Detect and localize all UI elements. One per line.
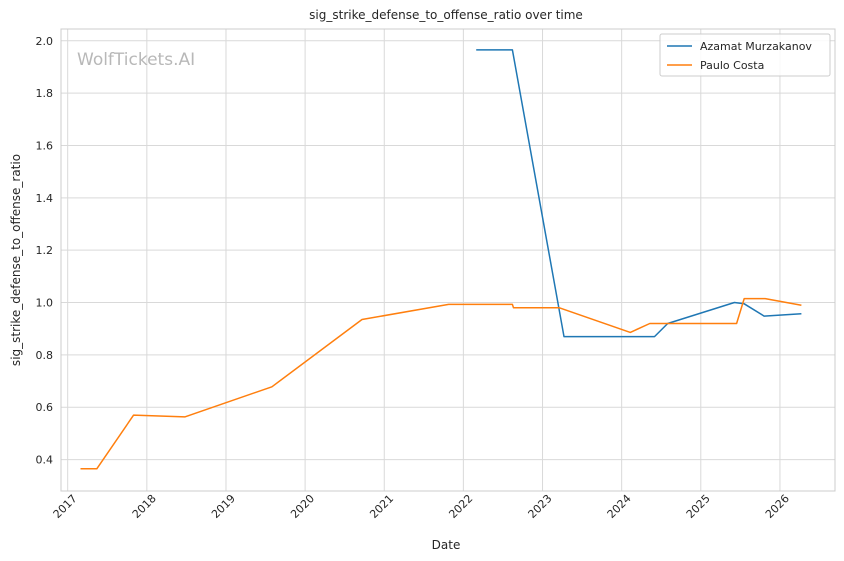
- watermark: WolfTickets.AI: [77, 50, 195, 70]
- y-tick-label: 1.2: [36, 244, 54, 257]
- legend: Azamat Murzakanov Paulo Costa: [659, 33, 831, 77]
- y-tick-label: 2.0: [36, 35, 54, 48]
- plot-area-frame: [60, 28, 836, 492]
- series-lines: [80, 49, 802, 470]
- chart-title: sig_strike_defense_to_offense_ratio over…: [309, 8, 583, 22]
- y-tick-label: 0.6: [36, 401, 54, 414]
- legend-label-azamat-murzakanov: Azamat Murzakanov: [700, 40, 812, 53]
- legend-box: [659, 33, 831, 77]
- y-tick-label: 1.4: [36, 192, 54, 205]
- x-axis-title: Date: [432, 538, 461, 552]
- y-tick-label: 1.8: [36, 87, 54, 100]
- y-tick-label: 0.8: [36, 349, 54, 362]
- grid: [61, 29, 835, 491]
- y-tick-label: 1.0: [36, 297, 54, 310]
- y-axis-ticks: 0.4 0.6 0.8 1.0 1.2 1.4 1.6 1.8 2.0: [36, 35, 54, 467]
- y-tick-label: 1.6: [36, 139, 54, 152]
- y-tick-label: 0.4: [36, 454, 54, 467]
- series-line-paulo-costa: [80, 297, 802, 470]
- x-axis-ticks: 2017 2018 2019 2020 2021 2022 2023 2024 2025 2026: [51, 492, 792, 521]
- y-axis-title: sig_strike_defense_to_offense_ratio: [9, 154, 23, 366]
- legend-label-paulo-costa: Paulo Costa: [700, 59, 764, 72]
